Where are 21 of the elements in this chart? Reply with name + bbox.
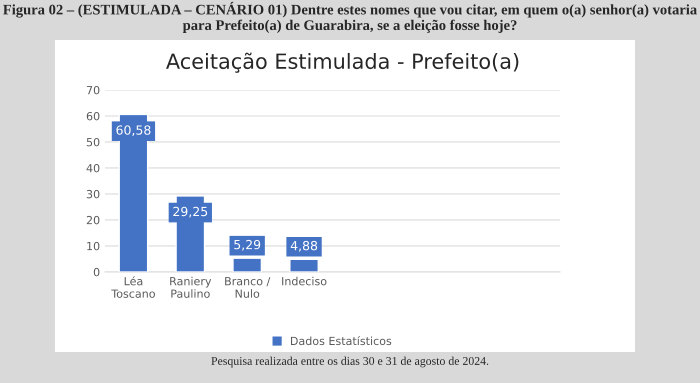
x-tick-label: Léa Toscano	[111, 276, 155, 298]
x-tick-label: Branco / Nulo	[225, 277, 270, 298]
data-label: 5,29	[234, 240, 260, 251]
x-tick-label: Indeciso	[282, 276, 326, 286]
data-label: 4,88	[290, 240, 318, 252]
chart-title: Aceitação Estimulada - Prefeito(a)	[166, 52, 518, 73]
text: Figura 02 – (ESTIMULADA – CENÁRIO 01) Dentre estes nomes que vou citar, em quem o(a) senhor(a) votaria para Prefeito(a) de Guarabira, se a eleição fosse hoje?	[3, 2, 697, 34]
text: Pesquisa realizada entre os dias 30 e 31 de agosto de 2024.	[211, 356, 488, 368]
y-tick-label: 50	[86, 138, 100, 146]
legend-label: Dados Estatísticos	[290, 336, 392, 346]
y-tick-label: 30	[86, 190, 100, 198]
x-tick-label: Raniery Paulino	[170, 276, 212, 298]
y-tick-label: 60	[86, 112, 100, 120]
data-label: 29,25	[173, 206, 208, 218]
y-tick-label: 70	[86, 86, 100, 94]
bar	[289, 258, 319, 272]
data-label: 60,58	[116, 125, 150, 136]
y-tick-label: 10	[87, 242, 100, 250]
y-tick-label: 40	[86, 164, 100, 172]
y-tick-label: 20	[86, 216, 100, 224]
y-tick-label: 0	[94, 268, 100, 276]
